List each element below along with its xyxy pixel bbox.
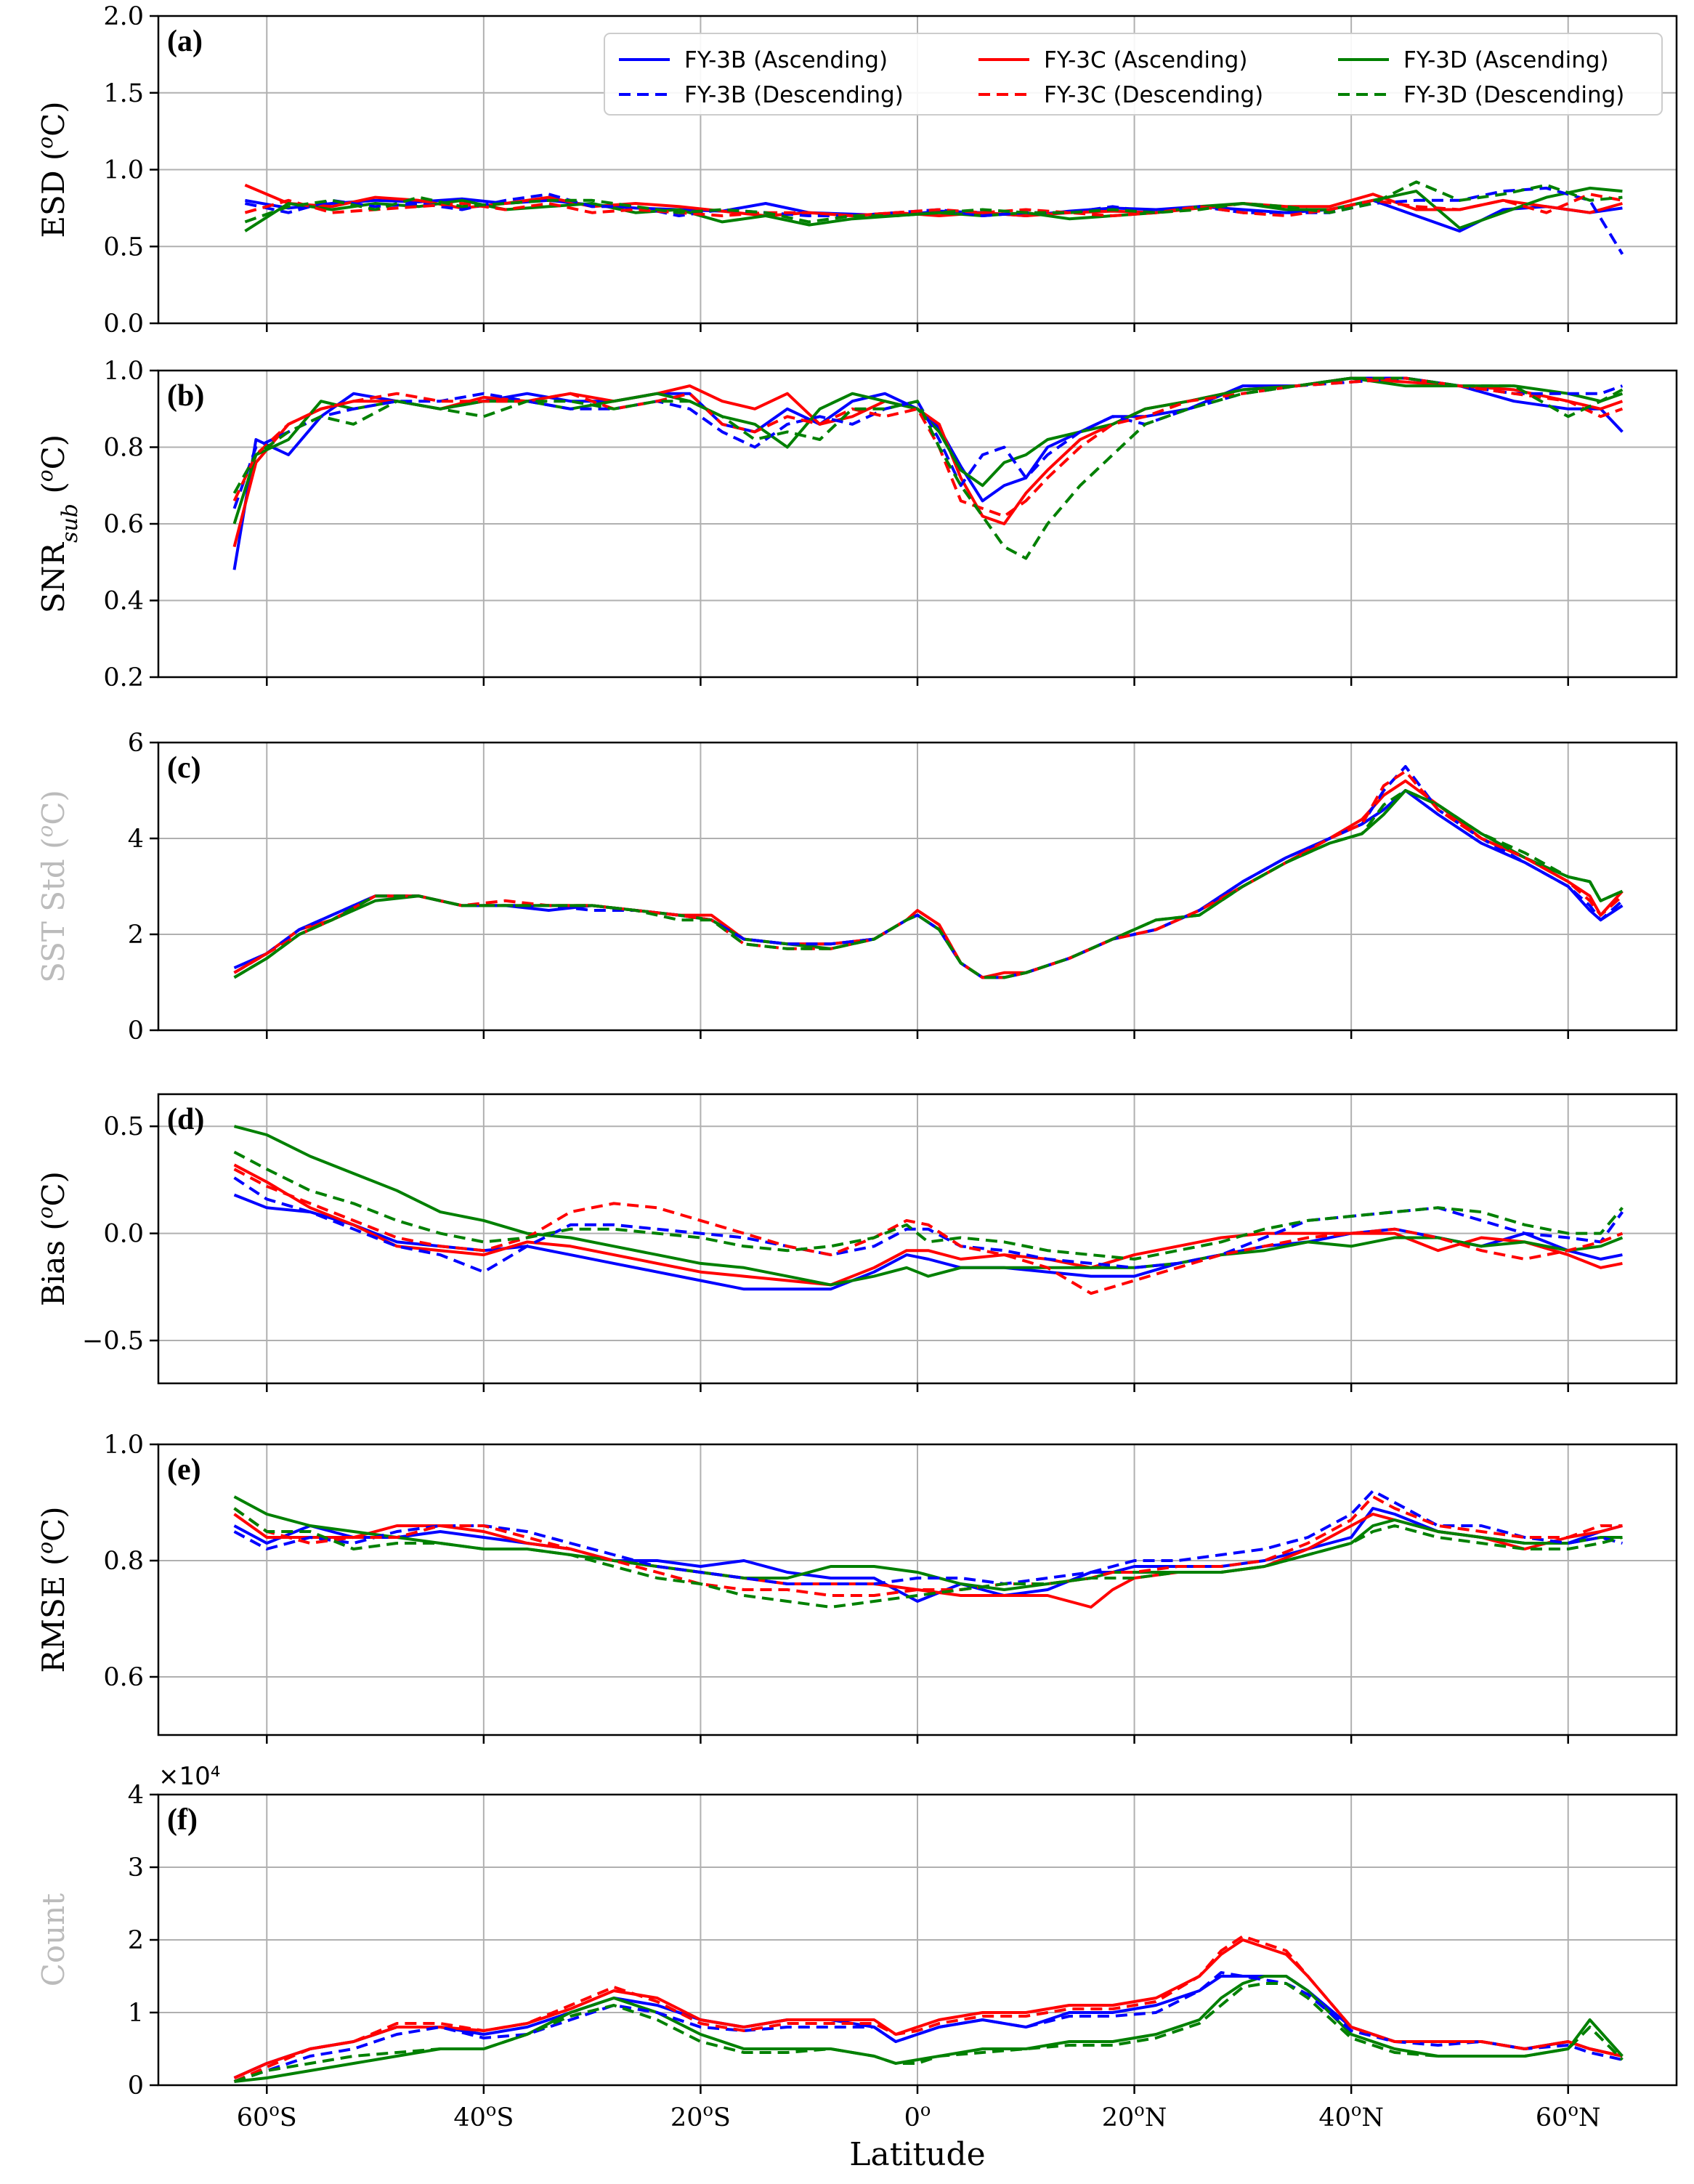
y-axis-label: Count (36, 1893, 71, 1987)
ytick-label: 4 (128, 1781, 144, 1810)
series-line (232, 376, 1624, 509)
y-axis-label: ESD (oC) (33, 101, 72, 238)
series-line (245, 197, 1623, 233)
y-axis-label: SNRsub (oC) (33, 434, 83, 613)
ytick-label: 0.8 (103, 434, 144, 463)
xtick-label: 60oN (1536, 2100, 1601, 2132)
panel-c: 0 2 4 6 (c) SST Std (oC) (33, 729, 1678, 1046)
legend: FY-3B (Ascending) FY-3C (Ascending) FY-3D … (604, 33, 1663, 116)
series-group (244, 180, 1624, 255)
xtick-label: 40oS (453, 2100, 514, 2132)
series-line (233, 1507, 1623, 1609)
series-line (233, 1982, 1624, 2083)
ytick-label: 0.5 (103, 232, 144, 262)
series-line (232, 376, 1624, 548)
panel-b: 0.2 0.4 0.6 0.8 1.0 (b) SNRsub (oC) (33, 357, 1678, 692)
panel-a: 0.0 0.5 1.0 1.5 2.0 (a) ESD (oC) (33, 2, 1678, 339)
legend-entry: FY-3B (Descending) (684, 82, 904, 108)
series-line (233, 1489, 1623, 1585)
series-line (233, 789, 1624, 979)
series-line (232, 376, 1624, 525)
series-line (233, 1507, 1623, 1603)
series-group (233, 1489, 1623, 1609)
panel-d: −0.5 0.0 0.5 (d) Bias (oC) (33, 1093, 1678, 1392)
xtick-label: 40oN (1318, 2100, 1384, 2132)
ytick-label: 0.5 (103, 1112, 144, 1141)
xtick-label: 60oS (237, 2100, 297, 2132)
ytick-label: −0.5 (82, 1327, 144, 1356)
legend-frame (604, 33, 1663, 116)
y-axis-label: RMSE (oC) (33, 1506, 72, 1673)
series-group (233, 1935, 1624, 2083)
series-line (233, 789, 1624, 979)
panel-label: (c) (167, 751, 201, 785)
series-line (233, 789, 1624, 979)
legend-entry: FY-3B (Ascending) (684, 47, 888, 73)
ytick-label: 1.0 (103, 1431, 144, 1460)
ytick-label: 3 (128, 1853, 144, 1882)
ytick-label: 1.0 (103, 357, 144, 386)
series-line (232, 376, 1624, 560)
ytick-label: 0.4 (103, 587, 144, 616)
ytick-label: 2.0 (103, 2, 144, 31)
series-line (233, 1150, 1624, 1261)
series-line (232, 376, 1624, 518)
series-line (233, 1971, 1623, 2083)
panel-label: (f) (167, 1803, 198, 1837)
ytick-label: 6 (128, 729, 144, 758)
x-axis-label: Latitude (849, 2136, 985, 2173)
ytick-label: 4 (128, 825, 144, 854)
ytick-label: 2 (128, 1926, 144, 1955)
series-line (233, 1168, 1624, 1295)
legend-entry: FY-3D (Ascending) (1403, 47, 1609, 73)
ytick-label: 0 (128, 2071, 144, 2100)
ytick-label: 1 (128, 1999, 144, 2028)
series-line (244, 186, 1623, 232)
ytick-label: 0.8 (103, 1547, 144, 1576)
series-line (233, 1176, 1624, 1274)
series-line (233, 769, 1624, 979)
series-line (244, 180, 1623, 224)
panel-label: (e) (167, 1453, 201, 1487)
xtick-label: 20oS (670, 2100, 731, 2132)
panel-f: 0 1 2 3 4 (f) Count ×10⁴ (36, 1762, 1678, 2100)
panel-label: (a) (167, 25, 203, 58)
panel-e: 0.6 0.8 1.0 (e) RMSE (oC) (33, 1431, 1678, 1744)
y-axis-label: Bias (oC) (33, 1171, 72, 1306)
xtick-label: 20oN (1102, 2100, 1167, 2132)
ytick-label: 0.2 (103, 663, 144, 692)
legend-entry: FY-3D (Descending) (1403, 82, 1624, 108)
series-group (232, 376, 1624, 570)
series-group (233, 765, 1624, 979)
series-line (244, 186, 1624, 255)
panel-label: (d) (167, 1103, 204, 1136)
series-group (233, 1125, 1624, 1295)
ytick-label: 0.6 (103, 1663, 144, 1692)
legend-entry: FY-3C (Ascending) (1044, 47, 1247, 73)
panel-label: (b) (167, 379, 204, 413)
ytick-label: 0.0 (103, 310, 144, 339)
ytick-label: 2 (128, 921, 144, 950)
ytick-label: 1.5 (103, 79, 144, 108)
xtick-label: 0o (904, 2100, 931, 2132)
ytick-label: 1.0 (103, 156, 144, 185)
y-multiplier: ×10⁴ (158, 1762, 220, 1791)
ytick-label: 0.6 (103, 510, 144, 539)
ytick-label: 0 (128, 1016, 144, 1046)
series-line (233, 1125, 1624, 1287)
legend-entry: FY-3C (Descending) (1044, 82, 1263, 108)
series-line (244, 193, 1623, 217)
series-line (233, 779, 1624, 979)
y-axis-label: SST Std (oC) (33, 790, 72, 983)
ytick-label: 0.0 (103, 1220, 144, 1249)
